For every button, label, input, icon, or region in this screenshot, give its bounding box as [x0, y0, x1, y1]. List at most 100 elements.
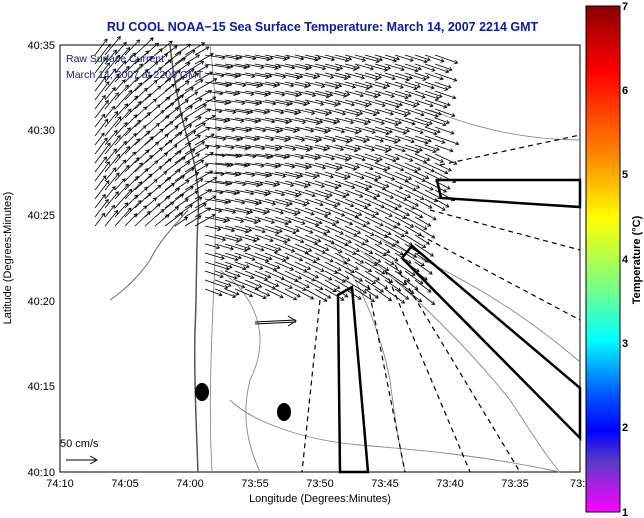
current-vector — [214, 216, 231, 222]
current-vector — [324, 198, 341, 206]
current-vector — [344, 234, 366, 246]
current-vector — [324, 225, 345, 235]
current-vector — [344, 81, 370, 90]
current-vector — [354, 126, 376, 134]
current-vector — [334, 81, 357, 89]
current-vector — [424, 198, 446, 211]
current-vector — [354, 171, 379, 182]
current-vector — [104, 116, 122, 137]
current-vector — [304, 207, 329, 218]
colorbar: 7 6 5 4 3 2 1 Temperature (°C) — [585, 1, 643, 518]
current-vector — [104, 73, 120, 92]
current-vector — [234, 225, 253, 232]
current-vector — [354, 243, 374, 254]
current-vector — [304, 99, 325, 106]
current-vector — [164, 70, 181, 83]
current-vector — [234, 108, 254, 114]
current-vector — [284, 72, 304, 79]
radar-range-line — [429, 209, 581, 251]
current-vector — [324, 171, 348, 181]
current-vector — [314, 108, 333, 115]
colorbar-tick-label: 4 — [622, 254, 629, 266]
current-vector — [124, 181, 143, 200]
current-vector — [304, 108, 330, 116]
current-vector — [114, 47, 131, 65]
current-vector — [344, 261, 359, 270]
current-vector — [194, 96, 217, 110]
current-vector — [164, 51, 182, 65]
current-vector — [354, 144, 376, 152]
current-vector — [364, 162, 388, 172]
current-vector — [424, 54, 445, 63]
current-vector — [294, 288, 315, 300]
current-vector — [114, 183, 129, 200]
radar-range-line — [419, 234, 581, 321]
current-vector — [364, 144, 389, 153]
current-vector — [354, 117, 372, 124]
current-annotation-line2: March 14, 2007 at 2200 GMT — [66, 69, 204, 81]
current-vector — [94, 142, 111, 164]
current-vector — [174, 130, 197, 146]
current-vector — [174, 186, 194, 200]
current-vector — [354, 225, 375, 236]
current-vector — [414, 135, 432, 143]
current-vector — [404, 225, 423, 236]
current-vector — [204, 279, 229, 290]
current-vector — [204, 270, 224, 279]
river — [109, 209, 189, 301]
current-vector — [94, 180, 110, 200]
current-vector — [304, 216, 323, 225]
current-vector — [414, 252, 429, 263]
current-vector — [164, 212, 184, 227]
x-tick-label: 74:05 — [111, 478, 139, 490]
current-vector — [434, 54, 459, 65]
current-vector — [374, 153, 397, 163]
current-vector — [354, 279, 371, 291]
current-vector — [224, 198, 246, 205]
current-vector — [314, 207, 332, 215]
current-vector — [184, 104, 207, 119]
current-vector — [244, 216, 262, 223]
current-vector — [314, 135, 337, 143]
current-vector — [254, 288, 271, 297]
current-vector — [434, 162, 452, 172]
current-vector — [244, 135, 261, 141]
current-vector — [134, 55, 153, 74]
current-vector — [324, 243, 343, 253]
current-vector — [214, 252, 239, 262]
current-vector — [264, 207, 284, 215]
current-vector — [114, 41, 127, 56]
current-vector — [124, 119, 141, 137]
current-vector — [374, 180, 390, 188]
current-vector — [334, 117, 355, 125]
current-vector — [364, 180, 387, 191]
current-vector — [134, 111, 151, 128]
current-vector — [324, 288, 345, 301]
current-vector — [354, 198, 372, 207]
current-vector — [254, 207, 271, 214]
current-vector — [304, 72, 321, 78]
current-vector — [244, 99, 263, 105]
current-vector — [384, 108, 408, 117]
colorbar-tick-label: 2 — [622, 422, 628, 434]
current-vector — [294, 198, 311, 205]
current-vector — [414, 72, 430, 79]
current-vector — [434, 180, 451, 190]
current-vector — [414, 288, 436, 305]
current-vector — [274, 198, 294, 206]
current-vector — [304, 225, 328, 236]
current-vector — [284, 216, 306, 225]
current-vector — [294, 279, 310, 288]
current-vector — [94, 132, 105, 146]
chart-title: RU COOL NOAA−15 Sea Surface Temperature:… — [106, 20, 539, 34]
current-vector — [384, 207, 407, 219]
current-vector — [434, 90, 457, 100]
current-vector — [264, 180, 281, 186]
current-vector — [354, 81, 374, 89]
current-vector — [144, 104, 161, 119]
current-vector — [404, 54, 428, 64]
current-vector — [194, 177, 218, 191]
current-vector — [434, 153, 458, 165]
current-vector — [244, 81, 264, 87]
current-vector — [134, 37, 154, 56]
